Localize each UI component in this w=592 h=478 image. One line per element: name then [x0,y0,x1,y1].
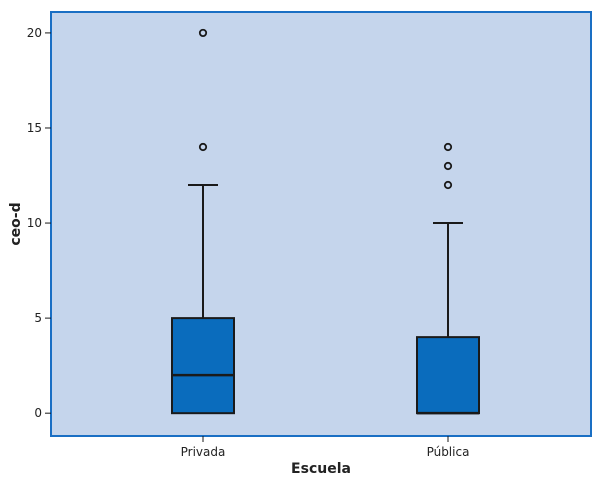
y-tick-label-5: 5 [34,311,42,325]
x-axis: Privada Pública [181,436,470,459]
box-1-iqr [171,317,235,415]
box-1 [171,28,235,415]
y-axis: 0 5 10 15 20 [27,26,51,420]
y-axis-title: ceo-d [8,202,24,245]
plot-area [50,11,592,437]
box-1-outlier-20 [198,28,208,38]
y-tick-label-0: 0 [34,406,42,420]
x-tick-label-1: Privada [181,445,226,459]
y-tick-label-15: 15 [27,121,42,135]
box-2-outlier-14 [443,142,453,152]
box-2-iqr [416,336,480,415]
x-tick-label-2: Pública [427,445,470,459]
y-tick-label-20: 20 [27,26,42,40]
y-tick-label-10: 10 [27,216,42,230]
box-2-outlier-13 [443,161,453,171]
boxplot-marks [171,28,480,415]
box-1-outlier-14 [198,142,208,152]
box-2-outlier-12 [443,180,453,190]
x-axis-title: Escuela [291,461,351,477]
box-2 [416,142,480,415]
